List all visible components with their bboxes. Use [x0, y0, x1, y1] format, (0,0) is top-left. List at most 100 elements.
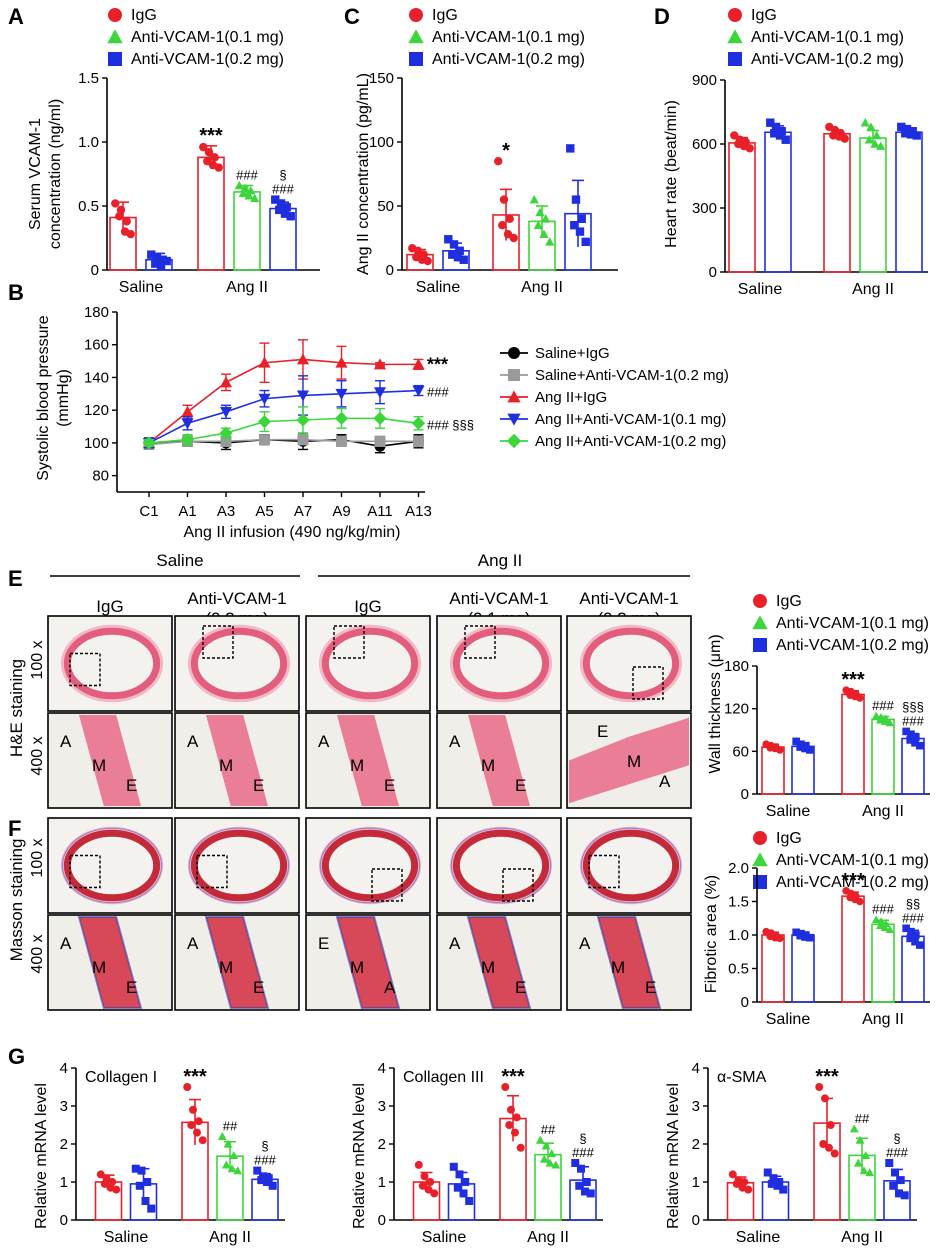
- adventitia: [449, 826, 553, 905]
- significance-mark: ###: [254, 1153, 276, 1168]
- data-point: [891, 1168, 899, 1177]
- legend-marker: [506, 433, 522, 449]
- data-point: [507, 1105, 515, 1114]
- y-axis-label-G: Relative mRNA level: [351, 1083, 368, 1229]
- layer-label-M: M: [92, 756, 106, 775]
- data-point: [373, 411, 387, 425]
- data-point: [180, 433, 195, 447]
- data-point: [444, 235, 453, 244]
- bar: [233, 191, 261, 271]
- y-axis-label-B-2: (mmHg): [55, 369, 72, 427]
- data-point: [268, 1181, 277, 1190]
- layer-label-A: A: [60, 934, 72, 953]
- legend-label: IgG: [776, 593, 802, 610]
- data-point: [529, 194, 539, 204]
- y-tick-label: 120: [84, 402, 109, 419]
- data-point: [865, 1168, 875, 1177]
- collagen-layer: [580, 827, 682, 904]
- he-high-image: EMA: [566, 712, 692, 809]
- y-tick-label: 140: [84, 369, 109, 386]
- data-point: [122, 217, 131, 226]
- y-tick-label: 60: [732, 743, 749, 760]
- column-title: IgG: [96, 597, 123, 616]
- bar: [895, 131, 923, 273]
- significance-mark: ***: [501, 1066, 525, 1088]
- chart-panel-G-2: 0 1 2 3 4 *** ## §### Saline Ang II: [692, 1060, 917, 1246]
- data-point: [147, 250, 156, 259]
- legend-marker-2: [409, 52, 423, 66]
- legend-marker-2: [753, 638, 767, 652]
- data-point: [582, 1178, 591, 1186]
- data-point: [885, 718, 895, 727]
- layer-label-M: M: [481, 756, 495, 775]
- y-axis-label-G: Relative mRNA level: [665, 1083, 682, 1229]
- zoom-region-box: [464, 625, 496, 659]
- panel-letter-B: B: [8, 280, 24, 305]
- data-point: [900, 1191, 909, 1200]
- data-point: [137, 1166, 146, 1175]
- group-label: Ang II: [852, 281, 894, 298]
- vessel-wall: [63, 627, 161, 700]
- bar: [197, 156, 225, 271]
- legend-label: Anti-VCAM-1(0.1 mg): [432, 29, 585, 46]
- y-axis-label-C: Ang II concentration (pg/mL): [355, 73, 372, 275]
- chart-panel-C: 0 50 100 150 * Saline Ang II: [369, 70, 618, 296]
- data-point: [512, 1113, 521, 1122]
- y-tick-label: 0: [60, 1212, 68, 1229]
- y-axis-label-D: Heart rate (beat/min): [663, 100, 680, 248]
- data-point: [221, 1160, 231, 1169]
- group-label: Ang II: [527, 1229, 569, 1246]
- data-point: [806, 746, 814, 754]
- data-point: [815, 1083, 824, 1091]
- data-point: [210, 153, 219, 162]
- chart-panel-A: 00.51.01.5***### §###Saline Ang II: [78, 70, 320, 296]
- layer-label-A: A: [449, 732, 461, 751]
- layer-label-A: A: [60, 732, 72, 751]
- group-label: Saline: [738, 281, 783, 298]
- zoom-region-box: [69, 652, 101, 687]
- layer-label-E: E: [253, 776, 264, 795]
- y-tick-label: 900: [692, 72, 717, 89]
- layer-label-A: A: [187, 934, 199, 953]
- x-tick-label: A13: [405, 503, 432, 520]
- legend-marker-1: [727, 29, 743, 44]
- x-axis-label-B: Ang II infusion (490 ng/kg/min): [183, 524, 400, 541]
- chart-title-G: α-SMA: [717, 1069, 767, 1086]
- legend-label: Anti-VCAM-1(0.1 mg): [131, 29, 284, 46]
- y-tick-label: 1.0: [78, 134, 99, 151]
- layer-label-A: A: [659, 772, 671, 791]
- masson-low-image: [47, 817, 173, 914]
- vessel-wall: [582, 627, 680, 700]
- data-point: [424, 1185, 433, 1194]
- y-tick-label: 0: [741, 786, 749, 803]
- data-point: [296, 390, 310, 402]
- y-tick-label: 2: [378, 1136, 386, 1153]
- collagen-layer: [61, 827, 163, 904]
- data-point: [374, 435, 386, 447]
- data-point: [864, 135, 874, 144]
- he-high-image: A M E: [436, 712, 562, 809]
- data-point: [227, 1164, 237, 1173]
- data-point: [796, 931, 804, 940]
- masson-high-image: A M E: [436, 914, 562, 1011]
- data-point: [449, 1162, 458, 1171]
- data-point: [115, 212, 124, 221]
- mag-label: 100 x: [29, 640, 46, 679]
- panel-letter-A: A: [8, 4, 24, 29]
- data-point: [258, 393, 271, 405]
- data-point: [238, 188, 248, 197]
- data-point: [373, 358, 387, 370]
- legend-panel-C: IgG Anti-VCAM-1(0.1 mg) Anti-VCAM-1(0.2 mg…: [408, 7, 585, 68]
- data-point: [233, 1166, 243, 1175]
- significance-mark: §§§: [902, 699, 924, 714]
- y-tick-label: 1.0: [728, 927, 749, 944]
- data-point: [776, 934, 784, 943]
- chart-title-G: Collagen III: [403, 1069, 484, 1086]
- data-point: [219, 426, 233, 440]
- data-point: [880, 923, 890, 932]
- tissue-band: [337, 917, 399, 1008]
- he-high-image: A M E: [305, 712, 431, 809]
- significance-mark: §: [261, 1139, 268, 1154]
- legend-label: Anti-VCAM-1(0.2 mg): [776, 874, 929, 891]
- legend-panel-D: IgG Anti-VCAM-1(0.1 mg) Anti-VCAM-1(0.2 mg…: [727, 7, 904, 68]
